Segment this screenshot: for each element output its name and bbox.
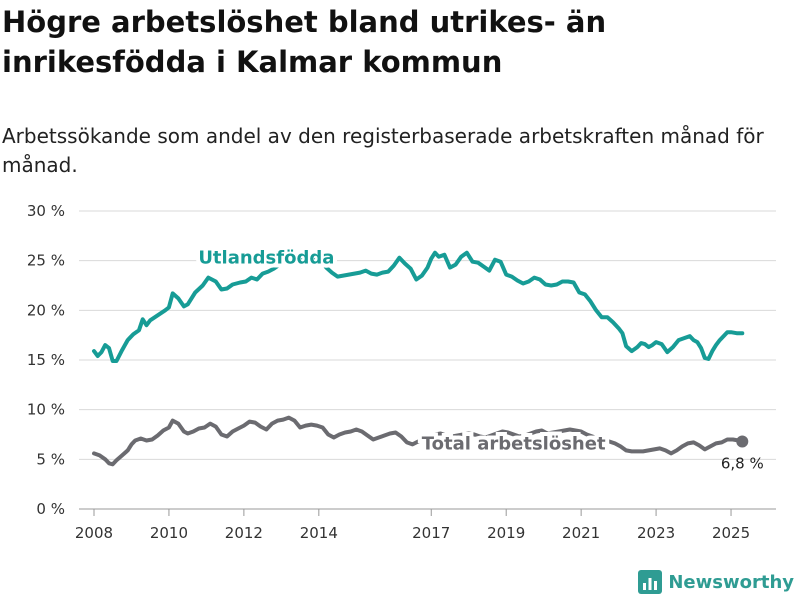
x-tick-label: 2010	[150, 524, 188, 542]
end-point-label: 6,8 %	[721, 454, 764, 472]
y-tick-label: 20 %	[27, 301, 65, 319]
x-tick-label: 2021	[562, 524, 600, 542]
end-point-dot	[736, 435, 749, 448]
y-tick-label: 25 %	[27, 252, 65, 270]
x-tick-label: 2025	[712, 524, 750, 542]
x-tick-label: 2017	[412, 524, 450, 542]
series-line-0	[92, 250, 745, 363]
y-tick-label: 15 %	[27, 351, 65, 369]
chart-title: Högre arbetslöshet bland utrikes- än inr…	[2, 5, 607, 79]
x-tick-label: 2014	[300, 524, 338, 542]
brand-logo: Newsworthy	[638, 570, 794, 594]
x-tick-label: 2012	[225, 524, 263, 542]
series-lines	[92, 250, 745, 467]
x-tick-label: 2019	[487, 524, 525, 542]
bar-chart-logo-icon	[638, 570, 663, 594]
chart-subtitle: Arbetssökande som andel av den registerb…	[2, 124, 764, 177]
y-axis-ticks: 0 % 5 % 10 % 15 % 20 % 25 % 30 %	[27, 202, 65, 518]
y-tick-label: 10 %	[27, 401, 65, 419]
series-label-total: Total arbetslöshet	[422, 433, 606, 454]
x-tick-label: 2023	[637, 524, 675, 542]
y-tick-label: 30 %	[27, 202, 65, 220]
x-tick-label: 2008	[75, 524, 113, 542]
y-tick-label: 0 %	[36, 500, 65, 518]
series-labels: Utlandsfödda Total arbetslöshet 6,8 %	[194, 244, 764, 473]
y-tick-label: 5 %	[36, 450, 65, 468]
series-label-utlandsfodda: Utlandsfödda	[198, 248, 334, 269]
x-axis-ticks: 2008 2010 2012 2014 2017 2019 2021 2023 2025	[75, 509, 750, 542]
series-line-1	[92, 415, 745, 467]
brand-name: Newsworthy	[668, 571, 794, 593]
gridlines	[79, 210, 776, 460]
